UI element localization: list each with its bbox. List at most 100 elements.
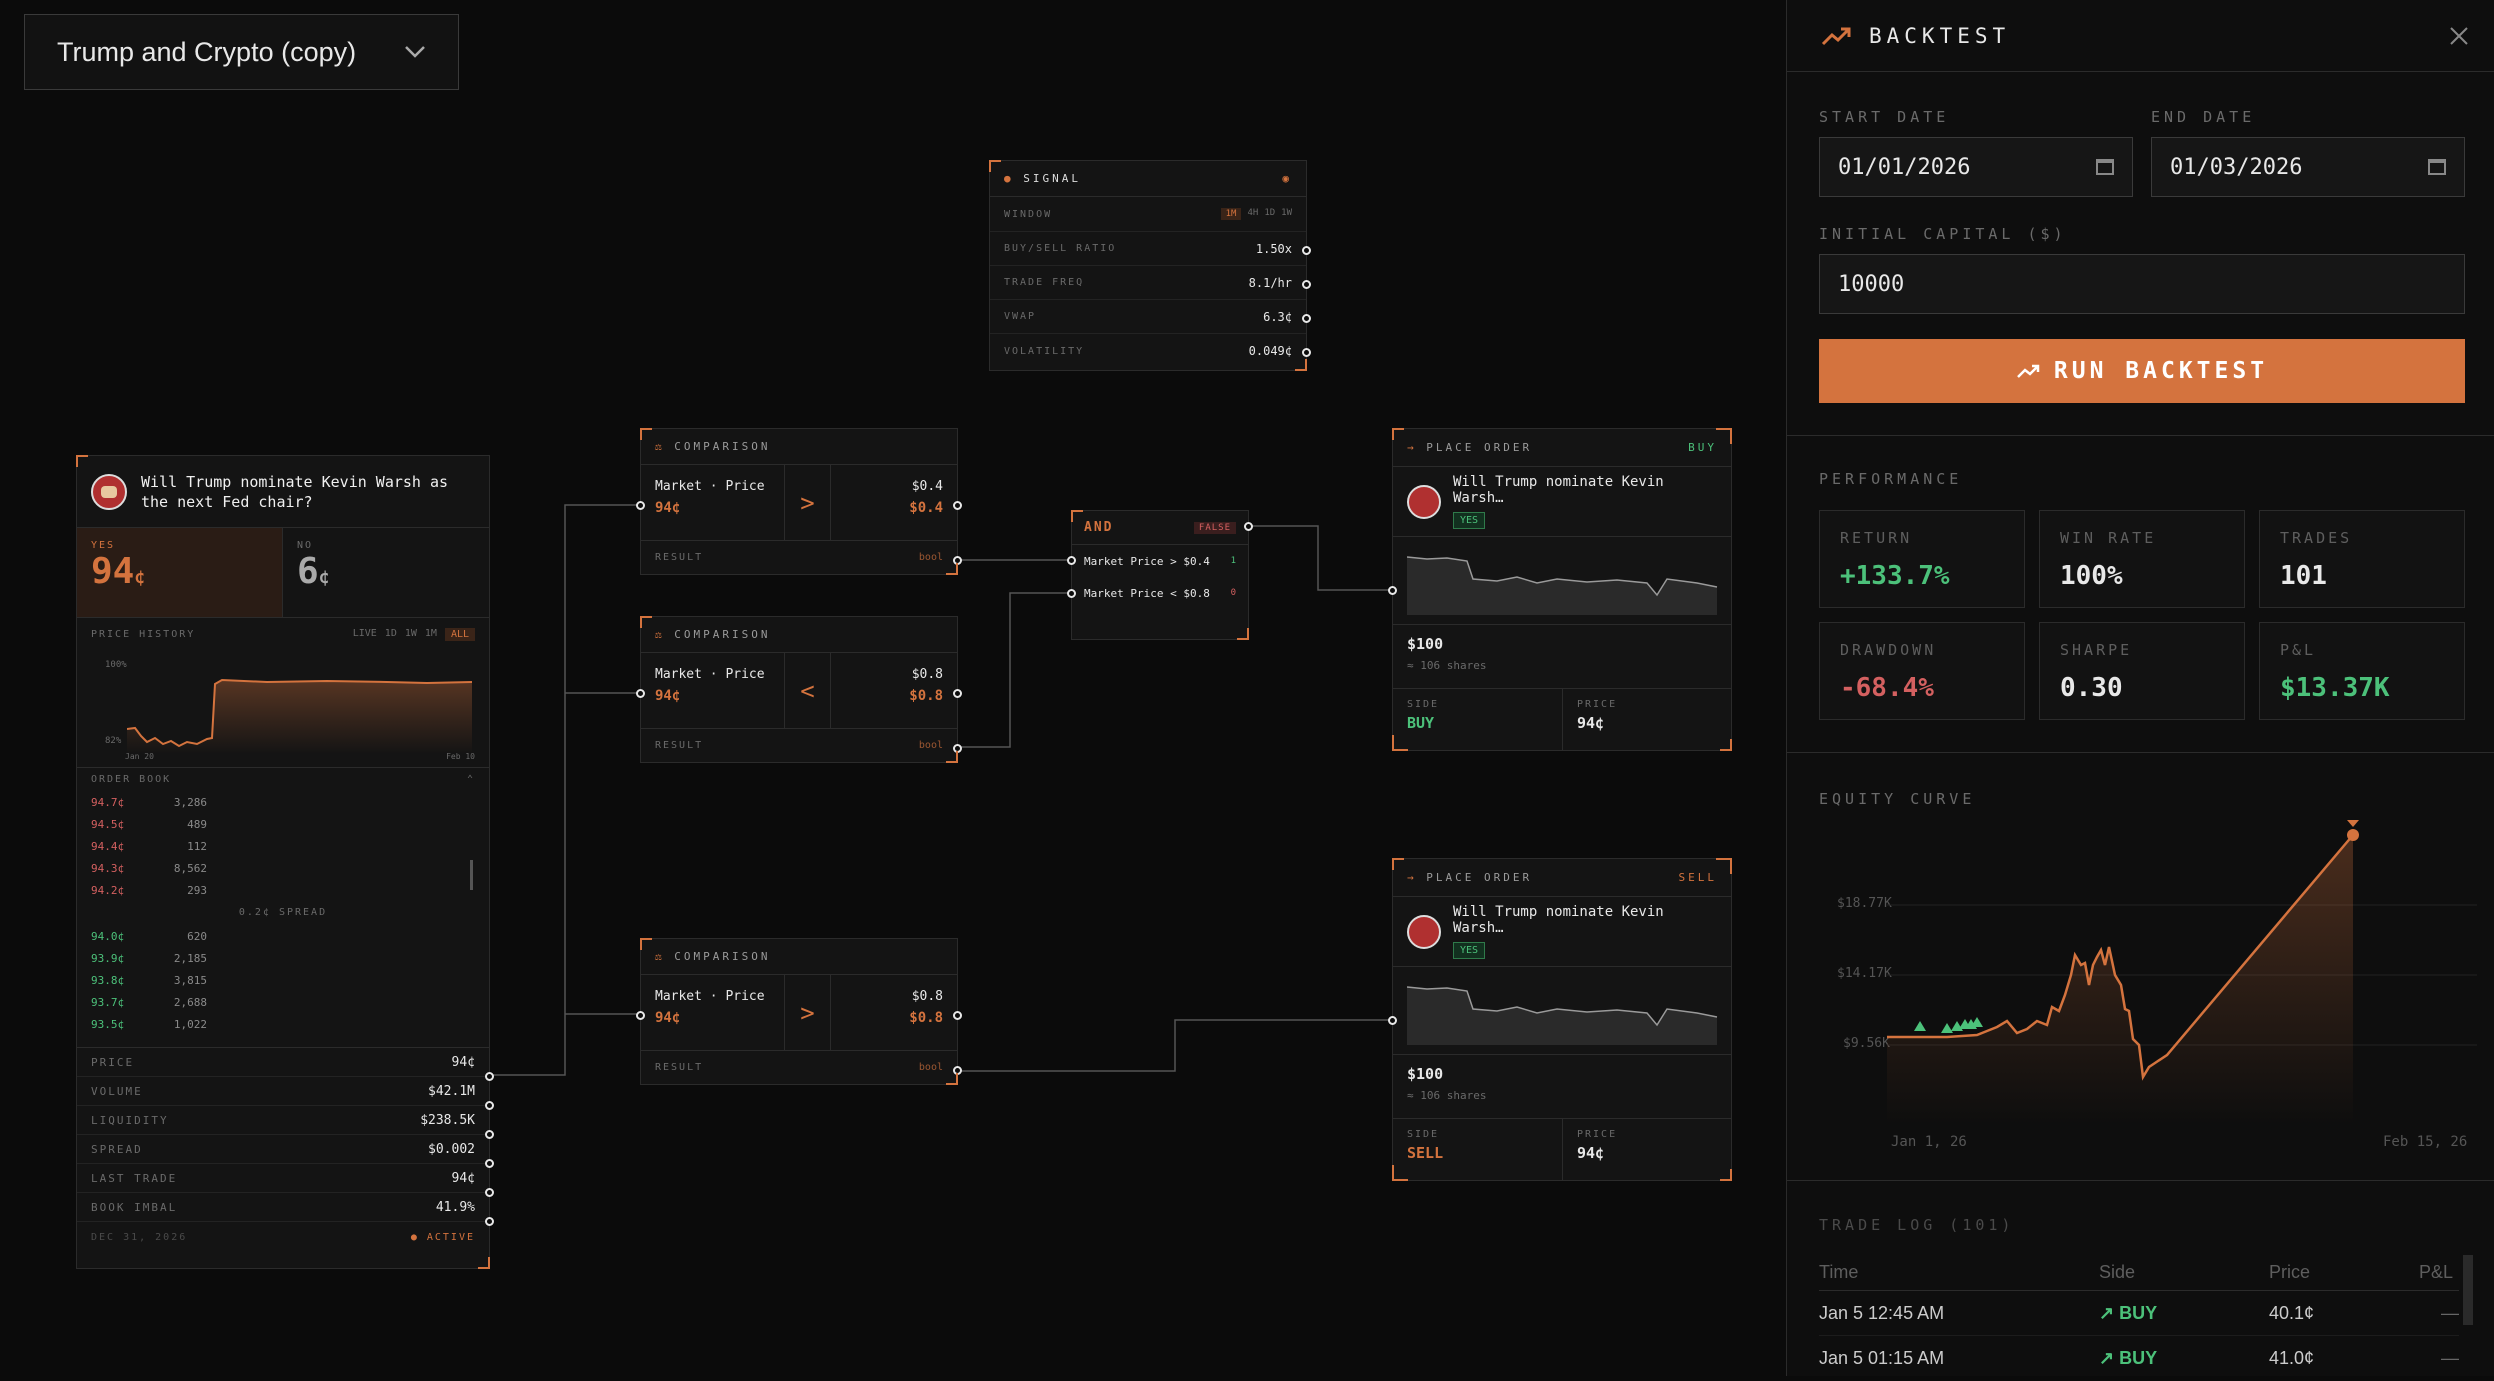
comparison-node[interactable]: ⚖ COMPARISON Market · Price 94¢ > $0.8 $0.… [636, 938, 962, 1085]
output-port[interactable] [1302, 314, 1311, 323]
comparison-node[interactable]: ⚖ COMPARISON Market · Price 94¢ > $0.4 $0.… [636, 428, 962, 575]
output-port[interactable] [485, 1072, 494, 1081]
signal-metric-label: BUY/SELL RATIO [1004, 243, 1117, 254]
bid-row: 93.7¢ 2,688 [91, 991, 475, 1013]
bid-price: 93.9¢ [91, 951, 125, 965]
window-1w[interactable]: 1W [1281, 208, 1292, 218]
result-type: bool [918, 740, 943, 751]
collapse-icon[interactable]: ⌃ [466, 774, 475, 785]
order-question: Will Trump nominate Kevin Warsh… [1453, 904, 1664, 936]
right-operand: $0.8 [911, 667, 943, 682]
range-1m[interactable]: 1M [424, 628, 437, 639]
output-port[interactable] [1244, 522, 1253, 531]
input-port[interactable] [1388, 1016, 1397, 1025]
ask-row: 94.2¢ 293 [91, 879, 475, 901]
output-port[interactable] [485, 1188, 494, 1197]
signal-node[interactable]: ● SIGNAL ◉ WINDOW 1M 4H 1D 1W BUY/SELL RATIO… [989, 160, 1311, 371]
output-port[interactable] [485, 1159, 494, 1168]
input-port[interactable] [953, 1011, 962, 1020]
order-sparkline [1407, 986, 1718, 1045]
price-label: PRICE [1577, 1129, 1618, 1140]
input-port[interactable] [1388, 586, 1397, 595]
output-port[interactable] [485, 1217, 494, 1226]
capital-input[interactable]: 10000 [1819, 254, 2465, 314]
table-row[interactable]: Jan 5 12:45 AM ↗ BUY 40.1¢ — [1819, 1291, 2459, 1336]
and-state-badge: FALSE [1193, 521, 1236, 534]
start-date-input[interactable]: 01/01/2026 [1819, 137, 2133, 197]
output-port[interactable] [953, 744, 962, 753]
range-1d[interactable]: 1D [384, 628, 397, 639]
output-port[interactable] [485, 1130, 494, 1139]
ask-row: 94.5¢ 489 [91, 813, 475, 835]
input-port[interactable] [953, 501, 962, 510]
left-operand: Market · Price [655, 479, 765, 494]
input-port[interactable] [1067, 556, 1076, 565]
metric-label: SHARPE [2060, 641, 2133, 659]
history-x-end: Feb 10 [446, 752, 475, 761]
start-date-label: START DATE [1819, 108, 1950, 126]
close-icon[interactable] [2448, 25, 2470, 47]
trending-up-icon: ↗ [2099, 1348, 2115, 1368]
operator[interactable]: > [785, 465, 831, 540]
output-port[interactable] [953, 1066, 962, 1075]
range-live[interactable]: LIVE [352, 628, 377, 639]
connection-wires [490, 504, 1392, 1076]
stat-label: LIQUIDITY [91, 1113, 169, 1127]
metric-card: TRADES 101 [2259, 510, 2465, 608]
workflow-selector[interactable]: Trump and Crypto (copy) [24, 14, 459, 90]
input-port[interactable] [636, 501, 645, 510]
output-port[interactable] [1302, 348, 1311, 357]
ask-price: 94.4¢ [91, 839, 125, 853]
output-port[interactable] [953, 556, 962, 565]
input-port[interactable] [1067, 589, 1076, 598]
equity-x-tick: Jan 1, 26 [1891, 1134, 1967, 1150]
window-4h[interactable]: 4H [1247, 208, 1259, 218]
metric-label: RETURN [1840, 529, 1913, 547]
capital-label: INITIAL CAPITAL ($) [1819, 225, 2067, 243]
calendar-icon[interactable] [2428, 159, 2446, 175]
input-port[interactable] [953, 689, 962, 698]
trending-up-icon [1821, 27, 1851, 45]
equity-curve-chart [1887, 820, 2477, 1125]
orderbook-scrollbar[interactable] [470, 860, 473, 890]
run-backtest-button[interactable]: RUN BACKTEST [1819, 339, 2465, 403]
output-port[interactable] [1302, 246, 1311, 255]
scale-icon: ⚖ [655, 628, 665, 641]
backtest-panel: BACKTEST START DATE END DATE 01/01/2026 … [1786, 0, 2494, 1376]
range-1w[interactable]: 1W [404, 628, 417, 639]
signal-metric-value: 6.3¢ [1263, 309, 1292, 324]
input-port[interactable] [636, 1011, 645, 1020]
range-all[interactable]: ALL [444, 628, 475, 641]
window-1m[interactable]: 1M [1220, 208, 1242, 220]
no-outcome[interactable]: NO 6¢ [283, 528, 489, 617]
equity-y-tick: $18.77K [1837, 896, 1892, 911]
yes-outcome[interactable]: YES 94¢ [77, 528, 283, 617]
trade-log-scrollbar[interactable] [2463, 1255, 2473, 1325]
market-node[interactable]: Will Trump nominate Kevin Warsh as the n… [76, 455, 494, 1269]
window-1d[interactable]: 1D [1264, 208, 1276, 218]
comparison-title: COMPARISON [674, 440, 771, 453]
comparison-node[interactable]: ⚖ COMPARISON Market · Price 94¢ < $0.8 $0.… [636, 616, 962, 763]
stat-value: 94¢ [451, 1054, 475, 1070]
table-row[interactable]: Jan 5 01:15 AM ↗ BUY 41.0¢ — [1819, 1336, 2459, 1381]
end-date-input[interactable]: 01/03/2026 [2151, 137, 2465, 197]
operator[interactable]: > [785, 975, 831, 1050]
side-value: SELL [1407, 1144, 1444, 1162]
workflow-title: Trump and Crypto (copy) [57, 36, 357, 67]
outcome-badge: YES [1453, 512, 1486, 529]
operator[interactable]: < [785, 653, 831, 728]
place-order-node[interactable]: → PLACE ORDER BUY Will Trump nominate Kev… [1388, 428, 1732, 751]
row-side: BUY [2119, 1348, 2158, 1368]
output-port[interactable] [485, 1101, 494, 1110]
run-backtest-label: RUN BACKTEST [2053, 358, 2269, 384]
no-cents: ¢ [318, 567, 330, 588]
calendar-icon[interactable] [2096, 159, 2114, 175]
signal-title: SIGNAL [1023, 172, 1081, 185]
place-order-node[interactable]: → PLACE ORDER SELL Will Trump nominate Ke… [1388, 858, 1732, 1181]
market-avatar [1407, 484, 1441, 519]
order-amount: $100 [1407, 635, 1444, 653]
and-node[interactable]: AND FALSE Market Price > $0.4 1 Market Pr… [1067, 510, 1253, 640]
output-port[interactable] [1302, 280, 1311, 289]
input-port[interactable] [636, 689, 645, 698]
price-label: PRICE [1577, 699, 1618, 710]
